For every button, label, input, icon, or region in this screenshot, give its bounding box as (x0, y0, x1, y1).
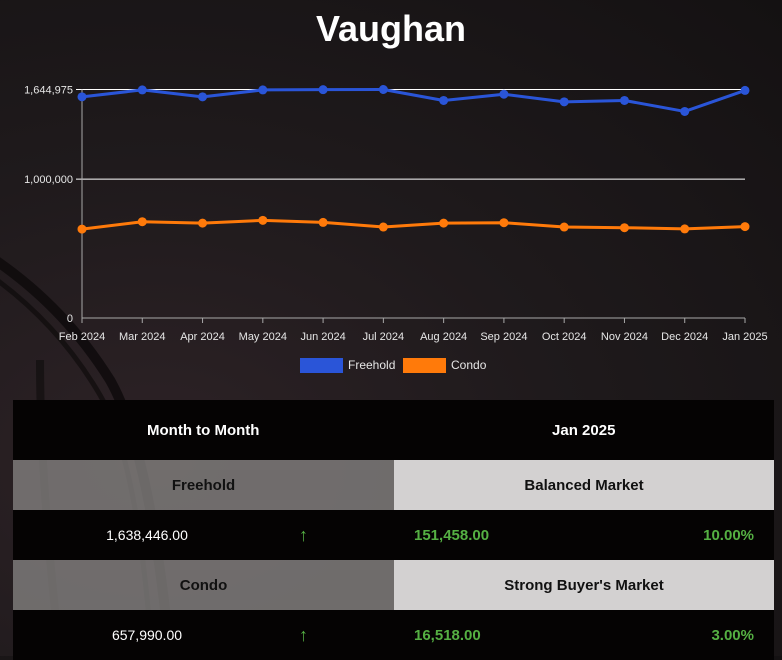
freehold-type-row: Freehold Balanced Market (13, 460, 774, 510)
condo-legend-label: Condo (451, 358, 487, 372)
freehold-point (559, 97, 569, 107)
condo-point (198, 218, 208, 228)
condo-point (378, 222, 388, 232)
x-tick-label: Dec 2024 (661, 331, 708, 343)
freehold-point (77, 92, 87, 102)
market-summary-table: Month to Month Jan 2025 Freehold Balance… (13, 400, 774, 660)
freehold-label: Freehold (13, 460, 394, 510)
freehold-point (378, 85, 388, 94)
freehold-point (198, 92, 208, 102)
condo-point (318, 217, 328, 227)
condo-point (499, 218, 509, 228)
condo-point (258, 215, 268, 225)
x-tick-label: Apr 2024 (180, 331, 225, 343)
freehold-market-status: Balanced Market (394, 460, 774, 510)
x-tick-label: Jan 2025 (722, 331, 767, 343)
x-tick-label: Aug 2024 (420, 331, 467, 343)
freehold-point (137, 85, 147, 95)
freehold-values-row: 1,638,446.00 ↑ 151,458.00 10.00% (13, 510, 774, 560)
condo-point (559, 222, 569, 232)
freehold-point (318, 85, 328, 95)
header-current-month: Jan 2025 (552, 421, 616, 439)
header-month-to-month: Month to Month (147, 421, 260, 439)
line-chart: 0 1,000,000 1,644,975 Feb 2024 Mar 2024 Apr 2… (24, 85, 768, 373)
condo-point (740, 222, 750, 232)
freehold-legend-label: Freehold (348, 358, 395, 372)
freehold-point (258, 85, 268, 95)
freehold-legend-swatch (300, 358, 343, 373)
x-tick-label: Feb 2024 (59, 331, 105, 343)
y-tick-label: 0 (67, 313, 73, 325)
condo-point (619, 223, 629, 233)
condo-market-status: Strong Buyer's Market (394, 560, 774, 610)
condo-type-row: Condo Strong Buyer's Market (13, 560, 774, 610)
condo-line (81, 218, 746, 231)
condo-price: 657,990.00 (111, 627, 183, 643)
condo-change: 16,518.00 (414, 626, 481, 644)
y-tick-label: 1,000,000 (24, 174, 73, 186)
x-tick-label: Sep 2024 (480, 331, 527, 343)
condo-point (680, 224, 690, 234)
freehold-price: 1,638,446.00 (106, 527, 188, 543)
x-tick-label: Oct 2024 (542, 331, 587, 343)
condo-point (439, 218, 449, 228)
freehold-point (619, 95, 629, 105)
condo-point (137, 217, 147, 227)
arrow-up-icon: ↑ (299, 624, 308, 645)
y-tick-label: 1,644,975 (24, 85, 73, 97)
x-tick-label: Jul 2024 (363, 331, 405, 343)
freehold-line (81, 88, 746, 113)
freehold-point (740, 85, 750, 95)
x-tick-label: May 2024 (239, 331, 287, 343)
condo-label: Condo (13, 560, 394, 610)
condo-legend-swatch (403, 358, 446, 373)
freehold-change: 151,458.00 (414, 526, 490, 544)
arrow-up-icon: ↑ (299, 524, 308, 545)
x-tick-label: Mar 2024 (119, 331, 165, 343)
condo-percent: 3.00% (711, 626, 754, 644)
page-title: Vaughan (315, 8, 467, 49)
freehold-point (680, 106, 690, 116)
table-header-row: Month to Month Jan 2025 (13, 400, 774, 460)
condo-point (77, 224, 87, 234)
x-tick-label: Nov 2024 (601, 331, 648, 343)
condo-values-row: 657,990.00 ↑ 16,518.00 3.00% (13, 610, 774, 660)
freehold-point (499, 89, 509, 99)
freehold-point (439, 95, 449, 105)
freehold-percent: 10.00% (703, 526, 754, 544)
x-tick-label: Jun 2024 (300, 331, 345, 343)
